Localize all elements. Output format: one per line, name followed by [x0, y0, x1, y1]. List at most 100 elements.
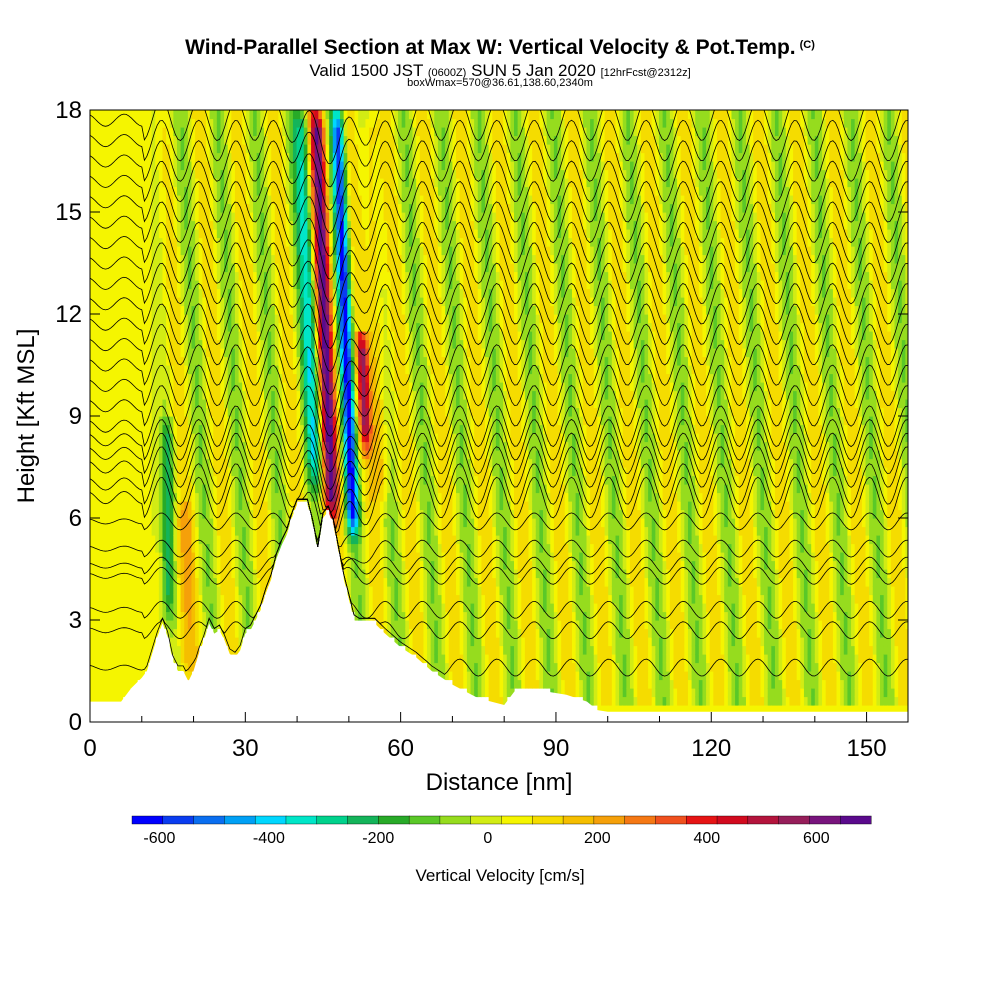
- velocity-cell: [329, 263, 334, 273]
- velocity-cell: [97, 348, 102, 358]
- velocity-cell: [329, 186, 334, 196]
- velocity-cell: [213, 118, 218, 128]
- velocity-cell: [122, 475, 127, 485]
- velocity-cell: [318, 186, 323, 196]
- velocity-cell: [220, 322, 225, 332]
- velocity-cell: [263, 305, 269, 315]
- velocity-cell: [184, 594, 189, 604]
- velocity-cell: [187, 586, 193, 596]
- velocity-cell: [227, 501, 232, 511]
- velocity-cell: [137, 492, 142, 502]
- velocity-cell: [343, 135, 348, 145]
- velocity-cell: [173, 195, 178, 205]
- velocity-cell: [213, 288, 218, 298]
- velocity-cell: [137, 552, 142, 562]
- velocity-cell: [245, 433, 251, 443]
- velocity-cell: [303, 127, 309, 137]
- velocity-cell: [191, 254, 196, 264]
- velocity-cell: [147, 433, 153, 443]
- velocity-cell: [267, 331, 272, 341]
- velocity-cell: [93, 297, 98, 307]
- velocity-cell: [108, 526, 113, 536]
- velocity-cell: [191, 390, 196, 400]
- velocity-cell: [140, 161, 145, 171]
- velocity-cell: [151, 280, 156, 290]
- velocity-cell: [209, 314, 214, 324]
- velocity-cell: [216, 382, 222, 392]
- velocity-cell: [126, 433, 131, 443]
- velocity-cell: [158, 348, 164, 358]
- velocity-cell: [267, 144, 272, 154]
- velocity-cell: [166, 322, 171, 332]
- velocity-cell: [329, 161, 334, 171]
- velocity-cell: [100, 654, 106, 664]
- velocity-cell: [340, 492, 345, 502]
- velocity-cell: [187, 458, 193, 468]
- velocity-cell: [205, 552, 211, 562]
- velocity-cell: [278, 382, 283, 392]
- velocity-cell: [343, 271, 348, 281]
- velocity-cell: [260, 280, 265, 290]
- velocity-cell: [307, 280, 312, 290]
- velocity-cell: [97, 390, 102, 400]
- velocity-cell: [151, 526, 156, 536]
- velocity-cell: [234, 339, 240, 349]
- velocity-cell: [100, 373, 106, 383]
- velocity-cell: [126, 339, 131, 349]
- velocity-cell: [144, 484, 149, 494]
- velocity-cell: [158, 322, 164, 332]
- velocity-cell: [198, 577, 203, 587]
- velocity-cell: [358, 254, 363, 264]
- velocity-cell: [184, 603, 189, 613]
- velocity-cell: [303, 458, 309, 468]
- velocity-cell: [147, 263, 153, 273]
- velocity-cell: [93, 356, 98, 366]
- velocity-cell: [180, 509, 185, 519]
- velocity-cell: [129, 450, 135, 460]
- velocity-cell: [372, 509, 377, 519]
- velocity-cell: [245, 127, 251, 137]
- velocity-cell: [187, 169, 193, 179]
- velocity-cell: [289, 390, 294, 400]
- velocity-cell: [376, 492, 381, 502]
- velocity-cell: [282, 186, 287, 196]
- velocity-cell: [369, 509, 374, 519]
- velocity-cell: [260, 475, 265, 485]
- velocity-cell: [100, 441, 106, 451]
- velocity-cell: [209, 356, 214, 366]
- velocity-cell: [216, 399, 222, 409]
- velocity-cell: [372, 322, 377, 332]
- velocity-cell: [332, 127, 338, 137]
- velocity-cell: [358, 127, 363, 137]
- velocity-cell: [187, 110, 193, 120]
- velocity-cell: [213, 229, 218, 239]
- velocity-cell: [162, 586, 167, 596]
- velocity-cell: [187, 509, 193, 519]
- velocity-cell: [332, 399, 338, 409]
- velocity-cell: [202, 501, 207, 511]
- velocity-cell: [97, 433, 102, 443]
- velocity-cell: [97, 314, 102, 324]
- velocity-cell: [158, 331, 164, 341]
- velocity-cell: [358, 263, 363, 273]
- velocity-cell: [104, 152, 109, 162]
- velocity-cell: [361, 390, 367, 400]
- velocity-cell: [118, 637, 124, 647]
- velocity-cell: [209, 144, 214, 154]
- velocity-cell: [282, 280, 287, 290]
- velocity-cell: [387, 271, 392, 281]
- velocity-cell: [256, 560, 261, 570]
- velocity-cell: [155, 356, 160, 366]
- velocity-cell: [289, 212, 294, 222]
- velocity-cell: [90, 560, 95, 570]
- velocity-cell: [274, 339, 280, 349]
- velocity-cell: [213, 611, 218, 621]
- velocity-cell: [307, 450, 312, 460]
- velocity-cell: [365, 144, 370, 154]
- velocity-cell: [347, 467, 352, 477]
- velocity-cell: [314, 263, 319, 273]
- velocity-cell: [166, 382, 171, 392]
- velocity-cell: [249, 518, 254, 528]
- velocity-cell: [126, 543, 131, 553]
- velocity-cell: [166, 237, 171, 247]
